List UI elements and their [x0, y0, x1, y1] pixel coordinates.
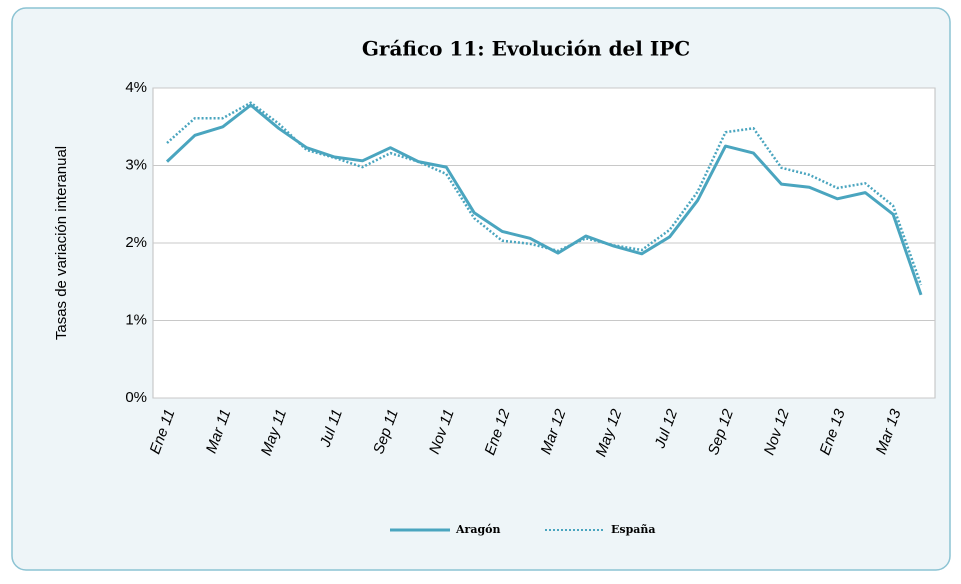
- y-tick-label: 2%: [125, 234, 147, 251]
- y-tick-label: 3%: [125, 156, 147, 173]
- y-tick-label: 1%: [125, 311, 147, 328]
- legend-label: Aragón: [455, 523, 500, 536]
- legend-label: España: [611, 523, 656, 536]
- chart-title: Gráfico 11: Evolución del IPC: [362, 37, 690, 61]
- y-tick-label: 4%: [125, 79, 147, 96]
- y-axis-label: Tasas de variación interanual: [53, 146, 70, 340]
- y-tick-label: 0%: [125, 389, 147, 406]
